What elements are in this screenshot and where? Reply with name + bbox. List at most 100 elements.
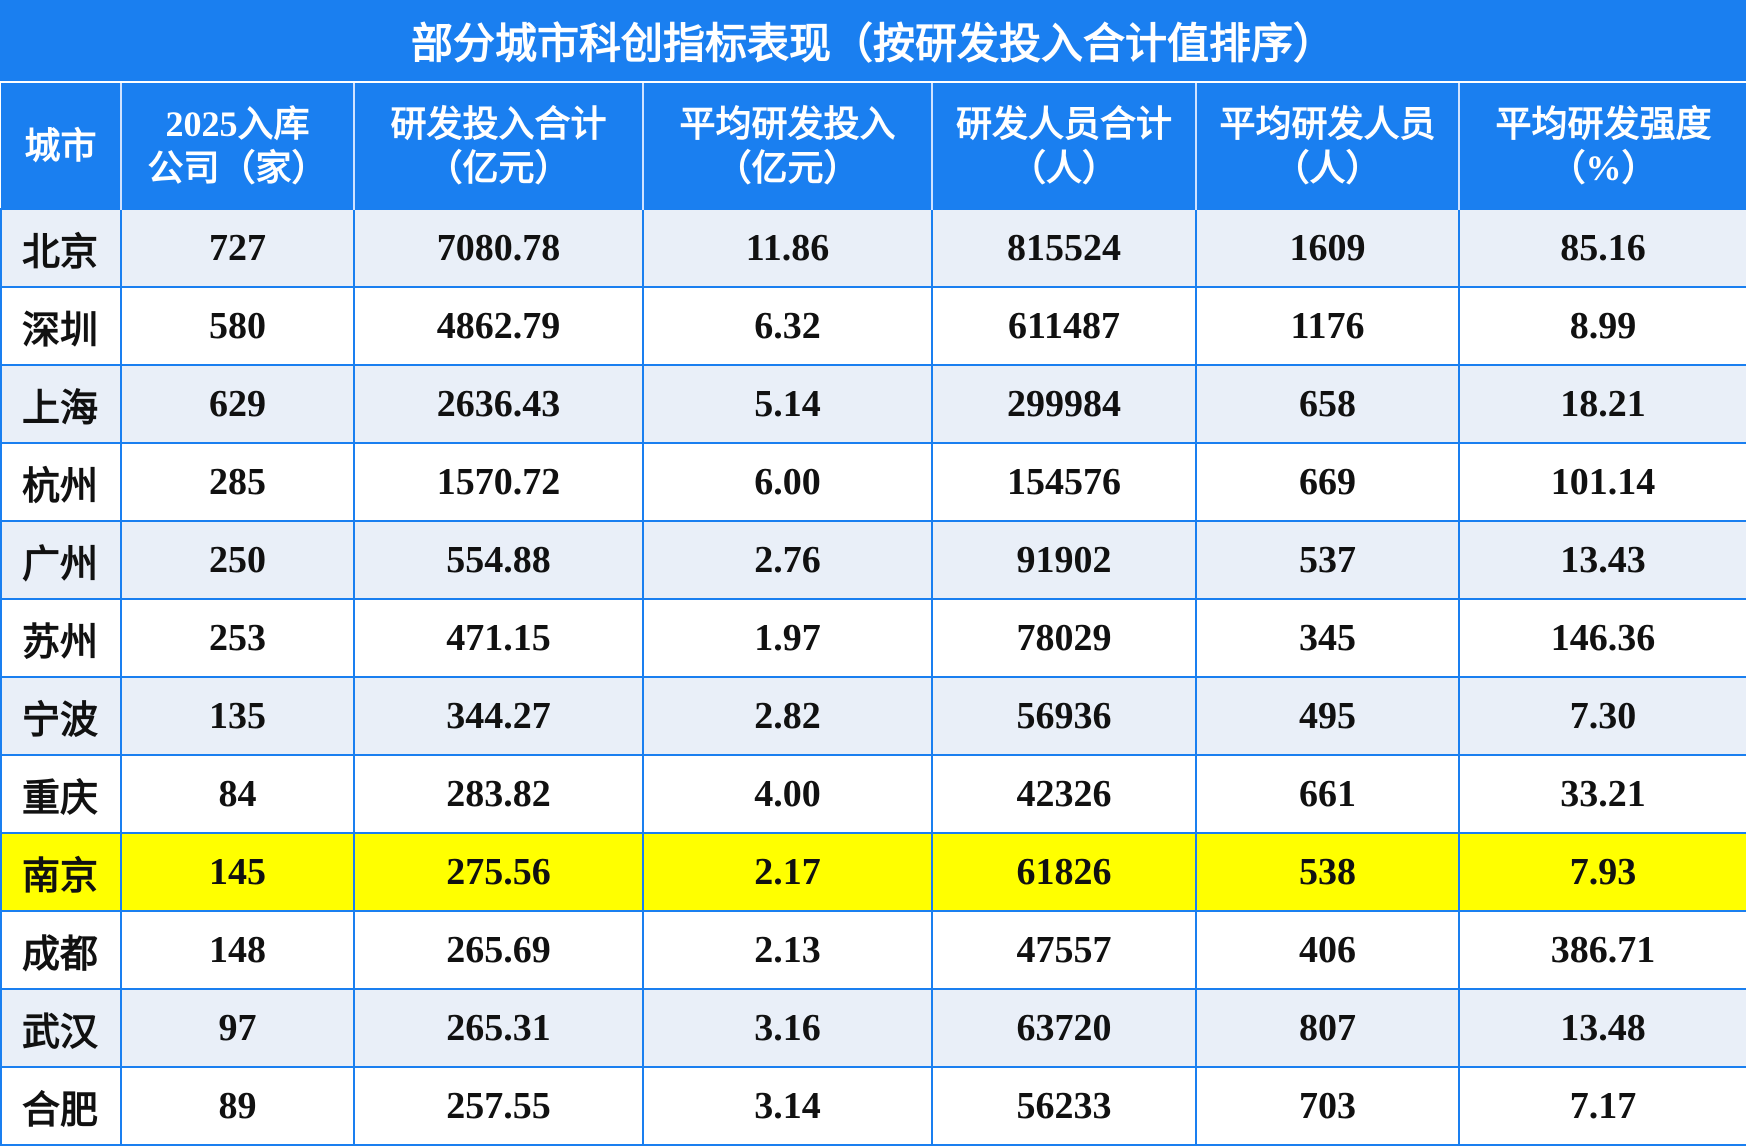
value-cell: 807: [1195, 988, 1460, 1068]
value-cell: 11.86: [642, 208, 933, 288]
value-cell: 13.43: [1458, 520, 1746, 600]
value-cell: 727: [120, 208, 355, 288]
value-cell: 33.21: [1458, 754, 1746, 834]
value-cell: 56233: [931, 1066, 1197, 1146]
column-header: 平均研发投入 （亿元）: [642, 83, 932, 209]
value-cell: 101.14: [1458, 442, 1746, 522]
header-line: （亿元）: [426, 147, 571, 188]
city-cell: 上海: [0, 364, 122, 444]
city-cell: 深圳: [0, 286, 122, 366]
value-cell: 148: [120, 910, 355, 990]
table-row: 深圳 580 4862.79 6.32 611487 1176 8.99: [0, 286, 1746, 366]
header-line: 平均研发强度: [1495, 103, 1712, 144]
value-cell: 146.36: [1458, 598, 1746, 678]
value-cell: 299984: [931, 364, 1197, 444]
value-cell: 1176: [1195, 286, 1460, 366]
value-cell: 89: [120, 1066, 355, 1146]
value-cell: 145: [120, 832, 355, 912]
value-cell: 2.76: [642, 520, 933, 600]
table-row: 上海 629 2636.43 5.14 299984 658 18.21: [0, 364, 1746, 444]
header-line: （%）: [1549, 147, 1658, 188]
value-cell: 265.69: [353, 910, 644, 990]
value-cell: 250: [120, 520, 355, 600]
value-cell: 257.55: [353, 1066, 644, 1146]
value-cell: 154576: [931, 442, 1197, 522]
value-cell: 283.82: [353, 754, 644, 834]
city-cell: 宁波: [0, 676, 122, 756]
header-line: （人）: [1009, 147, 1118, 188]
value-cell: 538: [1195, 832, 1460, 912]
table-row: 武汉 97 265.31 3.16 63720 807 13.48: [0, 988, 1746, 1068]
value-cell: 97: [120, 988, 355, 1068]
table-row: 杭州 285 1570.72 6.00 154576 669 101.14: [0, 442, 1746, 522]
table-row: 苏州 253 471.15 1.97 78029 345 146.36: [0, 598, 1746, 678]
value-cell: 661: [1195, 754, 1460, 834]
header-line: 城市: [24, 125, 97, 166]
table-body: 北京 727 7080.78 11.86 815524 1609 85.16 深圳 580 486…: [0, 208, 1746, 1146]
table-row: 南京 145 275.56 2.17 61826 538 7.93: [0, 832, 1746, 912]
value-cell: 471.15: [353, 598, 644, 678]
value-cell: 135: [120, 676, 355, 756]
table-row: 广州 250 554.88 2.76 91902 537 13.43: [0, 520, 1746, 600]
value-cell: 56936: [931, 676, 1197, 756]
value-cell: 386.71: [1458, 910, 1746, 990]
value-cell: 6.00: [642, 442, 933, 522]
city-cell: 苏州: [0, 598, 122, 678]
value-cell: 658: [1195, 364, 1460, 444]
value-cell: 345: [1195, 598, 1460, 678]
table-row: 成都 148 265.69 2.13 47557 406 386.71: [0, 910, 1746, 990]
table-row: 重庆 84 283.82 4.00 42326 661 33.21: [0, 754, 1746, 834]
city-cell: 合肥: [0, 1066, 122, 1146]
value-cell: 3.14: [642, 1066, 933, 1146]
header-row: 城市 2025入库 公司（家） 研发投入合计 （亿元） 平均研发投入 （亿元） 研发人员合计（…: [1, 83, 1746, 209]
value-cell: 85.16: [1458, 208, 1746, 288]
column-header: 研发投入合计 （亿元）: [353, 83, 643, 209]
value-cell: 1.97: [642, 598, 933, 678]
city-cell: 北京: [0, 208, 122, 288]
value-cell: 2.17: [642, 832, 933, 912]
value-cell: 344.27: [353, 676, 644, 756]
value-cell: 669: [1195, 442, 1460, 522]
table-row: 宁波 135 344.27 2.82 56936 495 7.30: [0, 676, 1746, 756]
value-cell: 629: [120, 364, 355, 444]
header-line: 平均研发人员: [1219, 103, 1436, 144]
value-cell: 406: [1195, 910, 1460, 990]
value-cell: 63720: [931, 988, 1197, 1068]
value-cell: 7.17: [1458, 1066, 1746, 1146]
value-cell: 275.56: [353, 832, 644, 912]
value-cell: 253: [120, 598, 355, 678]
city-cell: 南京: [0, 832, 122, 912]
value-cell: 91902: [931, 520, 1197, 600]
value-cell: 3.16: [642, 988, 933, 1068]
value-cell: 78029: [931, 598, 1197, 678]
header-line: 2025入库: [165, 103, 310, 144]
data-table: 城市 2025入库 公司（家） 研发投入合计 （亿元） 平均研发投入 （亿元） 研发人员合计（…: [0, 83, 1746, 1146]
value-cell: 611487: [931, 286, 1197, 366]
value-cell: 265.31: [353, 988, 644, 1068]
value-cell: 815524: [931, 208, 1197, 288]
value-cell: 2.82: [642, 676, 933, 756]
value-cell: 7.30: [1458, 676, 1746, 756]
column-header: 平均研发强度 （%）: [1458, 83, 1746, 209]
header-line: 研发投入合计: [390, 103, 607, 144]
value-cell: 7080.78: [353, 208, 644, 288]
value-cell: 8.99: [1458, 286, 1746, 366]
value-cell: 495: [1195, 676, 1460, 756]
value-cell: 5.14: [642, 364, 933, 444]
value-cell: 6.32: [642, 286, 933, 366]
city-cell: 杭州: [0, 442, 122, 522]
header-line: 平均研发投入: [679, 103, 896, 144]
value-cell: 47557: [931, 910, 1197, 990]
header-line: （人）: [1273, 147, 1382, 188]
value-cell: 4.00: [642, 754, 933, 834]
value-cell: 84: [120, 754, 355, 834]
value-cell: 537: [1195, 520, 1460, 600]
column-header: 研发人员合计 （人）: [931, 83, 1196, 209]
value-cell: 2636.43: [353, 364, 644, 444]
value-cell: 42326: [931, 754, 1197, 834]
header-line: 研发人员合计: [955, 103, 1172, 144]
column-header: 城市: [1, 83, 121, 209]
table-row: 北京 727 7080.78 11.86 815524 1609 85.16: [0, 208, 1746, 288]
value-cell: 4862.79: [353, 286, 644, 366]
